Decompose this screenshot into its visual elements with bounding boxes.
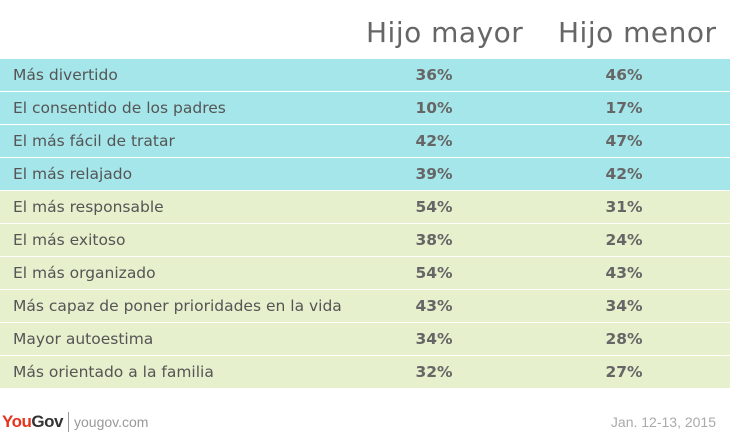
row-label: Más divertido — [13, 66, 118, 84]
column-header-hijo-mayor: Hijo mayor — [366, 16, 524, 49]
column-header-hijo-menor: Hijo menor — [558, 16, 717, 49]
row-label: Mayor autoestima — [13, 330, 154, 348]
logo-gov: Gov — [31, 412, 63, 431]
value-hijo-mayor: 10% — [415, 99, 453, 117]
value-hijo-menor: 27% — [605, 363, 643, 381]
row-label: Más orientado a la familia — [13, 363, 214, 381]
yougov-logo: YouGov — [2, 412, 63, 432]
survey-table: Más divertido 36% 46% El consentido de los … — [0, 58, 730, 388]
value-hijo-mayor: 54% — [415, 198, 453, 216]
value-hijo-menor: 24% — [605, 231, 643, 249]
value-hijo-menor: 34% — [605, 297, 643, 315]
row-label: El más fácil de tratar — [13, 132, 175, 150]
table-row: El más organizado 54% 43% — [0, 256, 730, 289]
value-hijo-mayor: 39% — [415, 165, 453, 183]
value-hijo-menor: 46% — [605, 66, 643, 84]
row-label: El más relajado — [13, 165, 133, 183]
row-label: El más responsable — [13, 198, 164, 216]
value-hijo-menor: 31% — [605, 198, 643, 216]
value-hijo-menor: 43% — [605, 264, 643, 282]
site-url: yougov.com — [74, 414, 149, 430]
value-hijo-menor: 42% — [605, 165, 643, 183]
row-label: El consentido de los padres — [13, 99, 226, 117]
table-row: Más capaz de poner prioridades en la vid… — [0, 289, 730, 322]
table-row: Más divertido 36% 46% — [0, 58, 730, 91]
value-hijo-mayor: 32% — [415, 363, 453, 381]
table-row: El más exitoso 38% 24% — [0, 223, 730, 256]
row-label: Más capaz de poner prioridades en la vid… — [13, 297, 342, 315]
value-hijo-mayor: 38% — [415, 231, 453, 249]
value-hijo-mayor: 43% — [415, 297, 453, 315]
footer: YouGov yougov.com Jan. 12-13, 2015 — [0, 400, 730, 442]
table-row: El más fácil de tratar 42% 47% — [0, 124, 730, 157]
table-row: Mayor autoestima 34% 28% — [0, 322, 730, 355]
value-hijo-mayor: 34% — [415, 330, 453, 348]
value-hijo-menor: 17% — [605, 99, 643, 117]
table-header: Hijo mayor Hijo menor — [0, 0, 730, 58]
logo-you: You — [2, 412, 32, 431]
table-row: Más orientado a la familia 32% 27% — [0, 355, 730, 388]
value-hijo-mayor: 36% — [415, 66, 453, 84]
value-hijo-mayor: 42% — [415, 132, 453, 150]
value-hijo-menor: 47% — [605, 132, 643, 150]
row-label: El más exitoso — [13, 231, 126, 249]
table-row: El más relajado 39% 42% — [0, 157, 730, 190]
table-row: El consentido de los padres 10% 17% — [0, 91, 730, 124]
survey-date: Jan. 12-13, 2015 — [610, 414, 716, 430]
table-row: El más responsable 54% 31% — [0, 190, 730, 223]
value-hijo-menor: 28% — [605, 330, 643, 348]
value-hijo-mayor: 54% — [415, 264, 453, 282]
row-label: El más organizado — [13, 264, 156, 282]
footer-divider — [68, 412, 69, 432]
